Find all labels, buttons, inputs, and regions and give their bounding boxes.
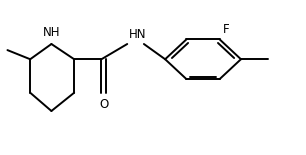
Text: O: O [99, 98, 109, 111]
Text: NH: NH [43, 27, 60, 39]
Text: F: F [223, 23, 230, 36]
Text: HN: HN [129, 28, 146, 41]
